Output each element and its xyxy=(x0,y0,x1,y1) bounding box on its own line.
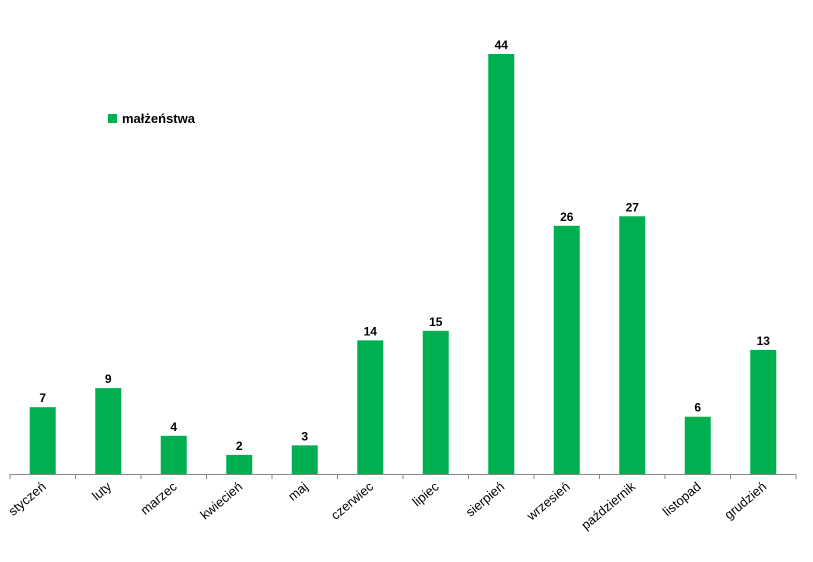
x-tick-label-10: październik xyxy=(578,478,638,532)
data-labels-layer: 7 9 4 2 3 14 15 44 26 27 6 13 xyxy=(39,38,770,453)
data-label-5: 3 xyxy=(301,429,308,443)
bar-8 xyxy=(488,54,515,474)
data-label-12: 13 xyxy=(757,334,771,348)
data-label-8: 44 xyxy=(495,38,509,52)
data-label-3: 4 xyxy=(170,420,177,434)
bar-4 xyxy=(226,454,253,474)
bar-2 xyxy=(95,388,122,474)
x-tick-label-7: lipiec xyxy=(409,478,442,509)
x-axis-ticks: styczeń luty marzec kwiecień maj czerwiec lipi… xyxy=(5,474,797,533)
data-label-6: 14 xyxy=(364,324,378,338)
x-tick-label-11: listopad xyxy=(660,479,704,519)
x-tick-label-4: kwiecień xyxy=(197,479,245,523)
x-tick-label-12: grudzień xyxy=(721,479,769,523)
bar-11 xyxy=(684,416,711,474)
bar-5 xyxy=(291,445,318,474)
legend: małżeństwa xyxy=(108,111,196,126)
bar-9 xyxy=(553,225,580,474)
bar-3 xyxy=(160,435,187,474)
x-tick-label-6: czerwiec xyxy=(328,478,377,522)
x-tick-label-5: maj xyxy=(285,479,311,504)
bar-7 xyxy=(422,330,449,474)
data-label-7: 15 xyxy=(429,315,443,329)
data-label-11: 6 xyxy=(694,401,701,415)
bar-6 xyxy=(357,340,384,474)
data-label-10: 27 xyxy=(626,200,640,214)
legend-label: małżeństwa xyxy=(122,111,196,126)
data-label-1: 7 xyxy=(39,391,46,405)
x-tick-label-9: wrzesień xyxy=(523,479,573,524)
x-tick-label-3: marzec xyxy=(137,478,180,517)
bar-12 xyxy=(750,349,777,474)
bar-1 xyxy=(29,407,56,474)
legend-swatch xyxy=(108,114,117,123)
x-tick-label-2: luty xyxy=(89,478,115,503)
x-tick-label-8: sierpień xyxy=(463,479,508,520)
x-tick-label-1: styczeń xyxy=(5,479,48,519)
data-label-2: 9 xyxy=(105,372,112,386)
bars-layer xyxy=(29,54,777,475)
bar-10 xyxy=(619,216,646,475)
data-label-4: 2 xyxy=(236,439,243,453)
data-label-9: 26 xyxy=(560,210,574,224)
